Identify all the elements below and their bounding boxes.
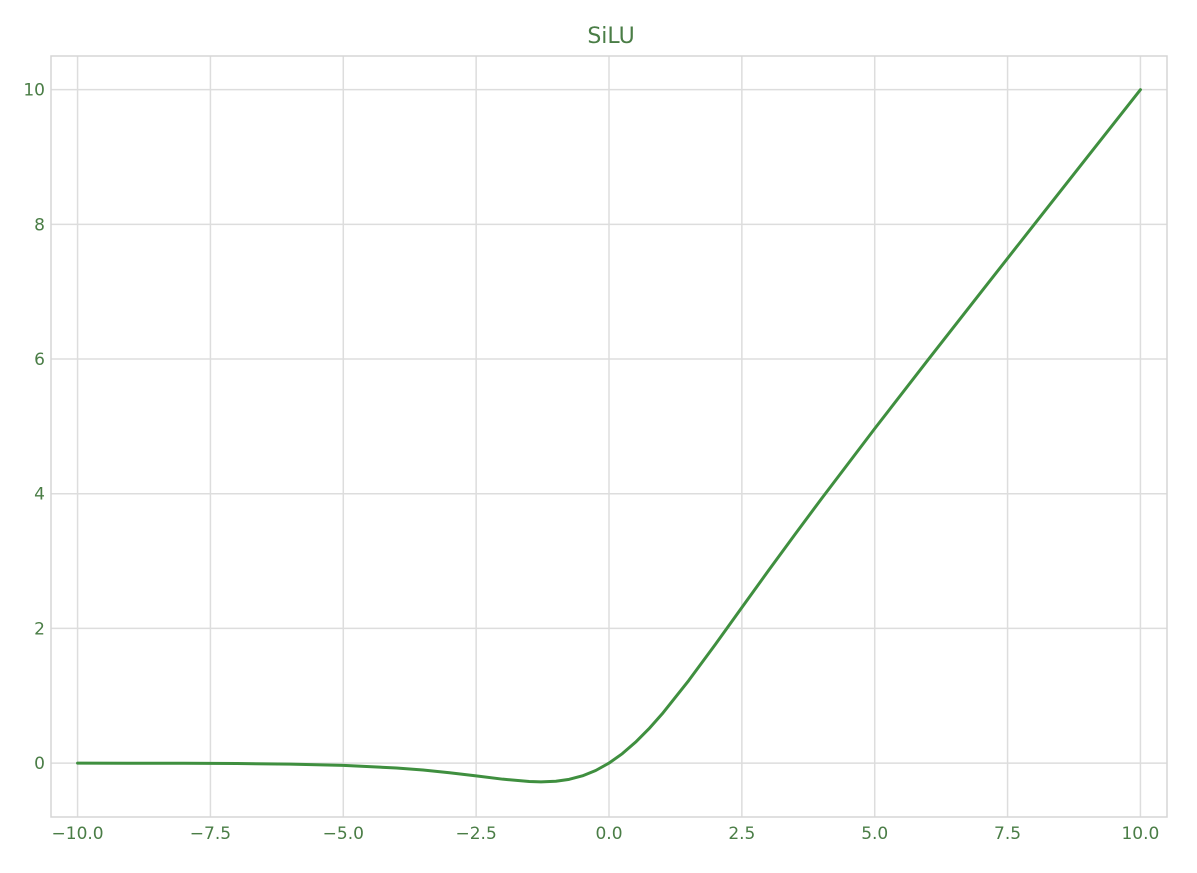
y-tick-label: 4 — [34, 485, 45, 505]
chart-title: SiLU — [587, 24, 634, 49]
x-axis-tick-labels: −10.0 −7.5 −5.0 −2.5 0.0 2.5 5.0 7.5 10.0 — [52, 824, 1160, 844]
series-line-0 — [76, 88, 1142, 784]
y-axis-tick-labels: 0 2 4 6 8 10 — [23, 81, 45, 774]
x-tick-label: −7.5 — [190, 824, 231, 844]
x-tick-label: 5.0 — [861, 824, 888, 844]
x-tick-label: 2.5 — [728, 824, 755, 844]
x-tick-label: 0.0 — [595, 824, 622, 844]
y-tick-label: 2 — [34, 619, 45, 639]
x-tick-label: 7.5 — [994, 824, 1021, 844]
grid-lines — [51, 56, 1167, 817]
y-tick-label: 10 — [23, 81, 45, 101]
y-tick-label: 8 — [34, 215, 45, 235]
x-tick-label: 10.0 — [1121, 824, 1159, 844]
x-tick-label: −10.0 — [52, 824, 104, 844]
x-tick-label: −2.5 — [456, 824, 497, 844]
y-tick-label: 0 — [34, 754, 45, 774]
x-tick-label: −5.0 — [323, 824, 364, 844]
series-lines — [76, 88, 1142, 784]
plot-frame — [50, 55, 1168, 818]
y-tick-label: 6 — [34, 350, 45, 370]
